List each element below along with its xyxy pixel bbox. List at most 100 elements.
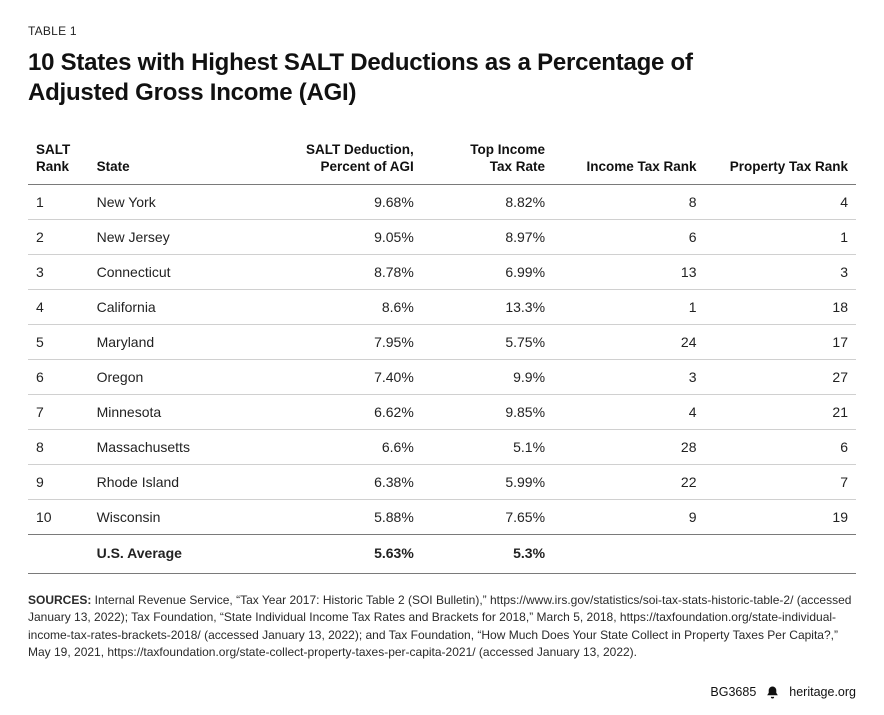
- salt-table: SALT Rank State SALT Deduction, Percent …: [28, 136, 856, 574]
- cell-blank: [28, 534, 89, 573]
- cell-inc: 24: [553, 324, 704, 359]
- cell-rank: 8: [28, 429, 89, 464]
- footer-code: BG3685: [710, 685, 756, 699]
- col-header-text: SALT Deduction,: [306, 142, 414, 157]
- cell-state: Oregon: [89, 359, 251, 394]
- table-row: 6Oregon7.40%9.9%327: [28, 359, 856, 394]
- table-row: 3Connecticut8.78%6.99%133: [28, 254, 856, 289]
- col-header-rank: SALT Rank: [28, 136, 89, 184]
- cell-salt: 6.62%: [250, 394, 422, 429]
- cell-inc: 6: [553, 219, 704, 254]
- cell-salt: 9.05%: [250, 219, 422, 254]
- cell-prop: 17: [705, 324, 857, 359]
- cell-inc: 13: [553, 254, 704, 289]
- cell-prop: 1: [705, 219, 857, 254]
- table-row: 2New Jersey9.05%8.97%61: [28, 219, 856, 254]
- cell-top: 6.99%: [422, 254, 553, 289]
- table-row: 10Wisconsin5.88%7.65%919: [28, 499, 856, 534]
- cell-rank: 3: [28, 254, 89, 289]
- cell-rank: 6: [28, 359, 89, 394]
- footer-top: 5.3%: [422, 534, 553, 573]
- col-header-text: Income Tax Rank: [586, 159, 696, 174]
- table-row: 8Massachusetts6.6%5.1%286: [28, 429, 856, 464]
- sources-text: Internal Revenue Service, “Tax Year 2017…: [28, 593, 851, 659]
- cell-rank: 2: [28, 219, 89, 254]
- cell-prop: 6: [705, 429, 857, 464]
- cell-state: Massachusetts: [89, 429, 251, 464]
- col-header-text: Tax Rate: [490, 159, 545, 174]
- title-line-1: 10 States with Highest SALT Deductions a…: [28, 49, 693, 76]
- cell-state: Wisconsin: [89, 499, 251, 534]
- cell-inc: 1: [553, 289, 704, 324]
- table-row: 5Maryland7.95%5.75%2417: [28, 324, 856, 359]
- table-footer-row: U.S. Average 5.63% 5.3%: [28, 534, 856, 573]
- cell-prop: 27: [705, 359, 857, 394]
- cell-salt: 6.6%: [250, 429, 422, 464]
- col-header-text: Property Tax Rank: [730, 159, 848, 174]
- cell-rank: 10: [28, 499, 89, 534]
- table-eyebrow: TABLE 1: [28, 24, 856, 38]
- col-header-text: State: [97, 159, 130, 174]
- cell-prop: 7: [705, 464, 857, 499]
- bell-icon: [766, 686, 779, 699]
- sources-block: SOURCES: Internal Revenue Service, “Tax …: [28, 592, 856, 662]
- col-header-prop: Property Tax Rank: [705, 136, 857, 184]
- cell-rank: 5: [28, 324, 89, 359]
- cell-inc: 4: [553, 394, 704, 429]
- footer-state: U.S. Average: [89, 534, 251, 573]
- cell-top: 5.75%: [422, 324, 553, 359]
- cell-top: 9.9%: [422, 359, 553, 394]
- cell-salt: 8.6%: [250, 289, 422, 324]
- cell-inc: 3: [553, 359, 704, 394]
- cell-rank: 4: [28, 289, 89, 324]
- cell-salt: 9.68%: [250, 184, 422, 219]
- cell-top: 5.99%: [422, 464, 553, 499]
- table-row: 1New York9.68%8.82%84: [28, 184, 856, 219]
- cell-state: Maryland: [89, 324, 251, 359]
- cell-inc: 8: [553, 184, 704, 219]
- title-line-2: Adjusted Gross Income (AGI): [28, 79, 356, 106]
- cell-state: New York: [89, 184, 251, 219]
- cell-inc: 28: [553, 429, 704, 464]
- cell-rank: 7: [28, 394, 89, 429]
- cell-top: 5.1%: [422, 429, 553, 464]
- col-header-top: Top Income Tax Rate: [422, 136, 553, 184]
- col-header-text: Rank: [36, 159, 69, 174]
- col-header-state: State: [89, 136, 251, 184]
- cell-prop: 3: [705, 254, 857, 289]
- cell-top: 7.65%: [422, 499, 553, 534]
- cell-inc: 9: [553, 499, 704, 534]
- col-header-text: Top Income: [470, 142, 545, 157]
- col-header-salt: SALT Deduction, Percent of AGI: [250, 136, 422, 184]
- cell-state: Minnesota: [89, 394, 251, 429]
- cell-top: 9.85%: [422, 394, 553, 429]
- table-row: 9Rhode Island6.38%5.99%227: [28, 464, 856, 499]
- table-row: 7Minnesota6.62%9.85%421: [28, 394, 856, 429]
- cell-blank: [705, 534, 857, 573]
- cell-prop: 18: [705, 289, 857, 324]
- sources-label: SOURCES:: [28, 593, 91, 607]
- cell-state: Rhode Island: [89, 464, 251, 499]
- cell-state: Connecticut: [89, 254, 251, 289]
- cell-salt: 7.95%: [250, 324, 422, 359]
- cell-salt: 8.78%: [250, 254, 422, 289]
- table-body: 1New York9.68%8.82%842New Jersey9.05%8.9…: [28, 184, 856, 534]
- cell-prop: 21: [705, 394, 857, 429]
- cell-state: California: [89, 289, 251, 324]
- cell-blank: [553, 534, 704, 573]
- footer: BG3685 heritage.org: [28, 685, 856, 699]
- cell-state: New Jersey: [89, 219, 251, 254]
- col-header-text: SALT: [36, 142, 70, 157]
- cell-prop: 19: [705, 499, 857, 534]
- cell-rank: 1: [28, 184, 89, 219]
- cell-salt: 6.38%: [250, 464, 422, 499]
- cell-salt: 5.88%: [250, 499, 422, 534]
- cell-rank: 9: [28, 464, 89, 499]
- table-header-row: SALT Rank State SALT Deduction, Percent …: [28, 136, 856, 184]
- cell-prop: 4: [705, 184, 857, 219]
- cell-salt: 7.40%: [250, 359, 422, 394]
- cell-top: 13.3%: [422, 289, 553, 324]
- cell-inc: 22: [553, 464, 704, 499]
- col-header-text: Percent of AGI: [321, 159, 414, 174]
- footer-salt: 5.63%: [250, 534, 422, 573]
